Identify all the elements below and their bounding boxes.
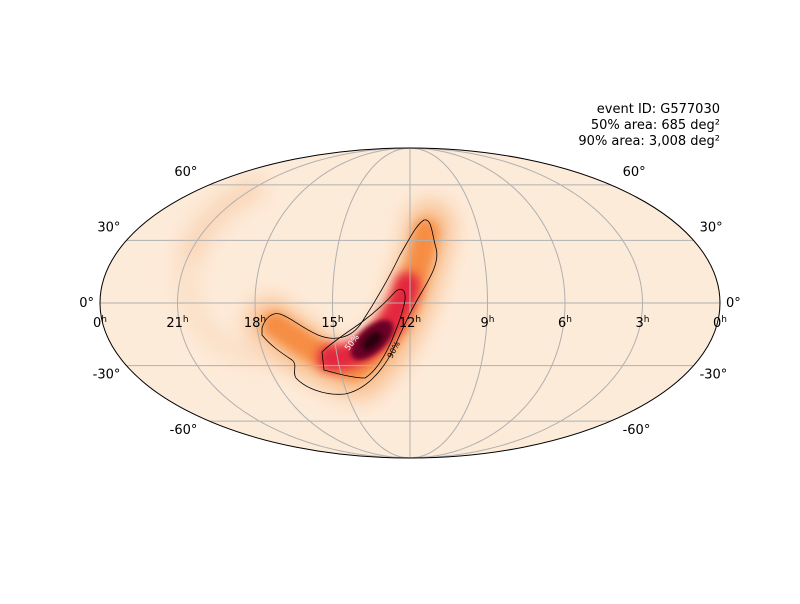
ra-tick-label: 3h: [636, 315, 650, 331]
dec-tick-label-right: 30°: [700, 220, 723, 235]
area-50-text: 50% area: 685 deg²: [590, 118, 720, 133]
probability-peak-core: [362, 331, 382, 351]
map-outline: [99, 147, 721, 459]
dec-tick-label-left: -30°: [93, 368, 121, 383]
ra-tick-label: 9h: [481, 315, 495, 331]
ra-tick-label: 0h: [713, 315, 727, 331]
contour-50: [321, 288, 406, 379]
event-annotation: event ID: G577030 50% area: 685 deg² 90%…: [578, 102, 720, 150]
dec-tick-label-left: 60°: [174, 165, 197, 180]
ra-tick-labels: 0h 21h 18h 15h 12h 9h 6h 3h 0h: [93, 315, 727, 331]
dec-tick-label-right: -30°: [700, 368, 728, 383]
dec-tick-label-right: 0°: [726, 296, 741, 311]
ra-tick-label: 15h: [321, 315, 343, 331]
ra-tick-label: 18h: [244, 315, 266, 331]
ra-tick-label: 21h: [166, 315, 188, 331]
dec-tick-label-left: -60°: [170, 423, 198, 438]
area-90-text: 90% area: 3,008 deg²: [578, 134, 720, 149]
dec-tick-labels: 60° 60° 30° 30° 0° 0° -30° -30° -60° -60°: [79, 165, 741, 438]
dec-tick-label-right: -60°: [623, 423, 651, 438]
graticule: [100, 148, 720, 458]
ra-tick-label: 0h: [93, 315, 107, 331]
arc-core-red: [317, 272, 420, 372]
ra-tick-label: 6h: [558, 315, 572, 331]
dec-tick-label-left: 30°: [97, 220, 120, 235]
event-id-text: event ID: G577030: [596, 102, 720, 117]
contour-90: [261, 219, 438, 395]
probability-density: [178, 175, 454, 400]
credible-contours: [261, 219, 438, 395]
ra-tick-label: 12h: [399, 315, 421, 331]
dec-tick-label-right: 60°: [623, 165, 646, 180]
dec-tick-label-left: 0°: [79, 296, 94, 311]
